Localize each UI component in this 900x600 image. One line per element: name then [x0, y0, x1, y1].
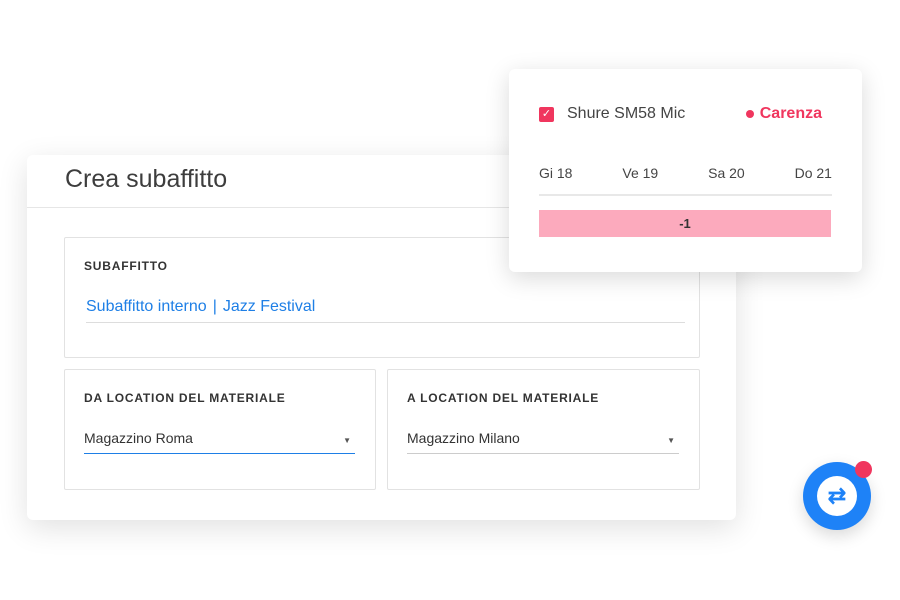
caret-down-icon: ▼ [667, 436, 675, 445]
swap-arrows-icon: ⇄ [817, 476, 857, 516]
field-underline [86, 322, 685, 323]
from-location-select[interactable]: Magazzino Roma ▼ [84, 430, 355, 454]
caret-down-icon: ▼ [343, 436, 351, 445]
select-value: Magazzino Milano [407, 430, 520, 446]
status-text: Carenza [759, 105, 822, 122]
section-label: SUBAFFITTO [84, 259, 168, 273]
day-label: Ve 19 [622, 165, 659, 181]
item-checkbox[interactable]: ✓ [539, 107, 554, 122]
status-badge: Carenza [745, 105, 822, 123]
divider [27, 207, 736, 208]
to-location-select[interactable]: Magazzino Milano ▼ [407, 430, 679, 454]
swap-button[interactable]: ⇄ [803, 462, 871, 530]
to-location-section: A LOCATION DEL MATERIALE Magazzino Milan… [387, 369, 700, 490]
page-title: Crea subaffitto [65, 165, 228, 193]
status-dot-icon [745, 109, 754, 118]
item-name: Shure SM58 Mic [567, 105, 686, 122]
day-label: Sa 20 [708, 165, 745, 181]
day-label: Gi 18 [539, 165, 573, 181]
divider [539, 194, 832, 196]
shortage-bar: -1 [539, 210, 831, 237]
from-location-section: DA LOCATION DEL MATERIALE Magazzino Roma… [64, 369, 376, 490]
availability-popup: ✓ Shure SM58 Mic Carenza Gi 18 Ve 19 Sa … [509, 69, 862, 272]
day-headers: Gi 18 Ve 19 Sa 20 Do 21 [539, 165, 832, 181]
section-label: A LOCATION DEL MATERIALE [407, 391, 600, 405]
section-label: DA LOCATION DEL MATERIALE [84, 391, 286, 405]
sublease-type-link[interactable]: Subaffitto interno [86, 298, 207, 315]
select-value: Magazzino Roma [84, 430, 193, 446]
separator: | [212, 298, 217, 315]
sublease-field[interactable]: Subaffitto interno | Jazz Festival [86, 298, 315, 316]
notification-badge [855, 461, 872, 478]
day-label: Do 21 [794, 165, 832, 181]
event-link[interactable]: Jazz Festival [222, 298, 316, 315]
